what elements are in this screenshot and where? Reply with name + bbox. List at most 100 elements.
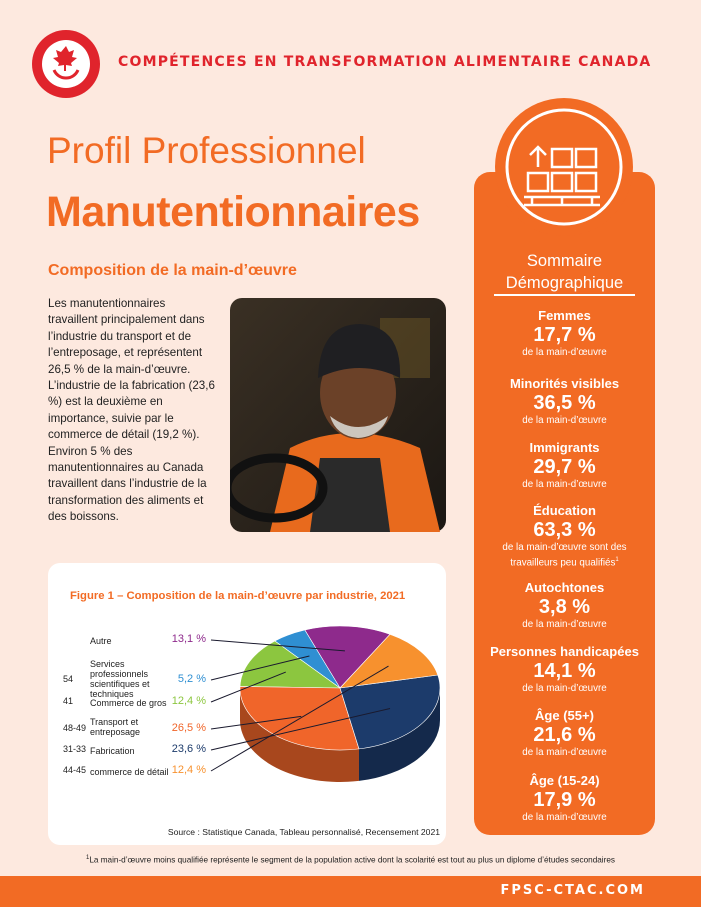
stat-note: de la main-d’œuvre: [474, 414, 655, 427]
stat-value: 17,9 %: [533, 789, 596, 811]
footer-url[interactable]: FPSC-CTAC.COM: [500, 883, 645, 898]
value-label: 26,5 %: [171, 722, 206, 734]
icon: [495, 98, 633, 236]
icon-ring: [505, 108, 623, 226]
stat-note-text: de la main-d’œuvre: [522, 747, 607, 758]
industry-name: commerce de détail: [90, 767, 169, 777]
sidebar-title: Sommaire Démographique: [505, 252, 624, 292]
footnote-text: La main-d’œuvre moins qualifiée représen…: [89, 855, 615, 865]
stat-note: de la main-d’œuvre: [474, 682, 655, 695]
figure-title: Figure 1 – Composition de la main-d’œuvr…: [70, 590, 406, 602]
value-label: 23,6 %: [171, 743, 206, 755]
industry-code: 31-33: [63, 744, 87, 754]
section-body: Les manutentionnaires travaillent princi…: [48, 297, 215, 524]
kicker: Profil Professionnel: [47, 130, 366, 171]
value-label: 5,2 %: [177, 673, 206, 685]
leaders: [210, 639, 391, 772]
stat: Femmes 17,7 % de la main-d’œuvre: [474, 308, 655, 359]
stat: Immigrants 29,7 % de la main-d’œuvre: [474, 440, 655, 491]
stat-note: de la main-d’œuvre: [474, 746, 655, 759]
logo-arc: [52, 69, 80, 80]
photo-shirt: [310, 458, 390, 532]
sidebar-rule: [494, 294, 635, 296]
pie-sides: [240, 688, 440, 782]
stat-note-text: de la main-d’œuvre: [522, 619, 607, 630]
stat-note-text: de la main-d’œuvre: [522, 347, 607, 358]
value-label: 12,4 %: [171, 695, 206, 707]
stat-note-text: de la main-d’œuvre: [522, 683, 607, 694]
stat-note-text: de la main-d’œuvre: [522, 415, 607, 426]
pie-slice: [339, 633, 439, 689]
stat-value: 17,7 %: [533, 324, 596, 346]
stat: Autochtones 3,8 % de la main-d’œuvre: [474, 580, 655, 631]
leader-line: [210, 665, 389, 772]
logo-leaf: [53, 46, 77, 71]
leader-line: [210, 671, 286, 703]
stat-label: Immigrants: [529, 440, 600, 455]
logo: [32, 30, 100, 98]
stat-label: Éducation: [533, 503, 596, 518]
stat-note-text: de la main-d’œuvre: [522, 479, 607, 490]
industry-name: Services professionnels scientifiques et…: [90, 659, 150, 699]
industry-name: Transport et entreposage: [90, 717, 141, 737]
photo: [230, 298, 446, 532]
organization: COMPÉTENCES EN TRANSFORMATION ALIMENTAIR…: [118, 54, 652, 70]
stat: Minorités visibles 36,5 % de la main-d’œuv…: [474, 376, 655, 427]
icon-boxes: [524, 145, 600, 207]
stat-note: de la main-d’œuvre: [474, 346, 655, 359]
stat-note: de la main-d’œuvre: [474, 618, 655, 631]
stat-label: Autochtones: [524, 580, 605, 595]
stat-value: 21,6 %: [533, 724, 596, 746]
stat-value: 3,8 %: [538, 596, 591, 618]
pie-side: [240, 688, 359, 782]
industry-code: 54: [63, 674, 74, 684]
sidebar: [474, 172, 655, 835]
industry-name: Fabrication: [90, 746, 135, 756]
stat: Âge (55+) 21,6 % de la main-d’œuvre: [474, 708, 655, 759]
photo-wheel: [230, 453, 328, 523]
pie-slice: [304, 625, 391, 689]
stat-note: de la main-d’œuvre: [474, 811, 655, 824]
stat-note: de la main-d’œuvre: [474, 478, 655, 491]
value-label: 13,1 %: [171, 633, 206, 645]
stat-value: 14,1 %: [533, 660, 596, 682]
figure: Figure 1 – Composition de la main-d’œuvr…: [48, 563, 446, 845]
stat-label: Minorités visibles: [509, 376, 620, 391]
stat-label: Personnes handicapées: [490, 644, 639, 659]
leader-line: [210, 655, 310, 681]
stat: Personnes handicapées 14,1 % de la main-d’…: [474, 644, 655, 695]
pie-slice: [339, 674, 441, 750]
industry-code: 41: [63, 696, 74, 706]
leader-line: [210, 639, 345, 652]
industry-name: Commerce de gros: [90, 698, 167, 708]
pie-slice: [239, 640, 341, 689]
stat-label: Femmes: [538, 308, 591, 323]
industry-code: 48-49: [63, 723, 87, 733]
stat-note: de la main-d’œuvre sont des travailleurs…: [474, 541, 655, 569]
pie-chart: [210, 625, 441, 782]
leader-line: [210, 708, 391, 751]
pie-side: [358, 688, 440, 781]
stat-note-text: de la main-d’œuvre: [522, 812, 607, 823]
section-heading: Composition de la main-d’œuvre: [48, 262, 297, 279]
stat-label: Âge (55+): [535, 708, 594, 723]
stat-label: Âge (15-24): [529, 773, 600, 788]
footnote: 1La main-d’œuvre moins qualifiée représe…: [0, 855, 701, 865]
stat-value: 29,7 %: [533, 456, 596, 478]
stat: Âge (15-24) 17,9 % de la main-d’œuvre: [474, 773, 655, 824]
footnote-mark: 1: [85, 855, 90, 861]
stat-value: 36,5 %: [533, 392, 596, 414]
stat: Éducation 63,3 % de la main-d’œuvre sont d…: [474, 503, 655, 569]
photo-cap: [318, 324, 401, 378]
photo-beard: [330, 416, 388, 438]
industry-code: 44-45: [63, 765, 87, 775]
stat-value: 63,3 %: [533, 519, 596, 541]
value-label: 12,4 %: [171, 764, 206, 776]
industry-name: Autre: [90, 636, 112, 646]
stat-note-text: de la main-d’œuvre sont des travailleurs…: [502, 542, 627, 569]
figure-source: Source : Statistique Canada, Tableau per…: [167, 827, 440, 837]
stat-note-mark: 1: [615, 557, 619, 563]
leader-line: [210, 715, 302, 730]
footer-bar: [0, 876, 701, 907]
